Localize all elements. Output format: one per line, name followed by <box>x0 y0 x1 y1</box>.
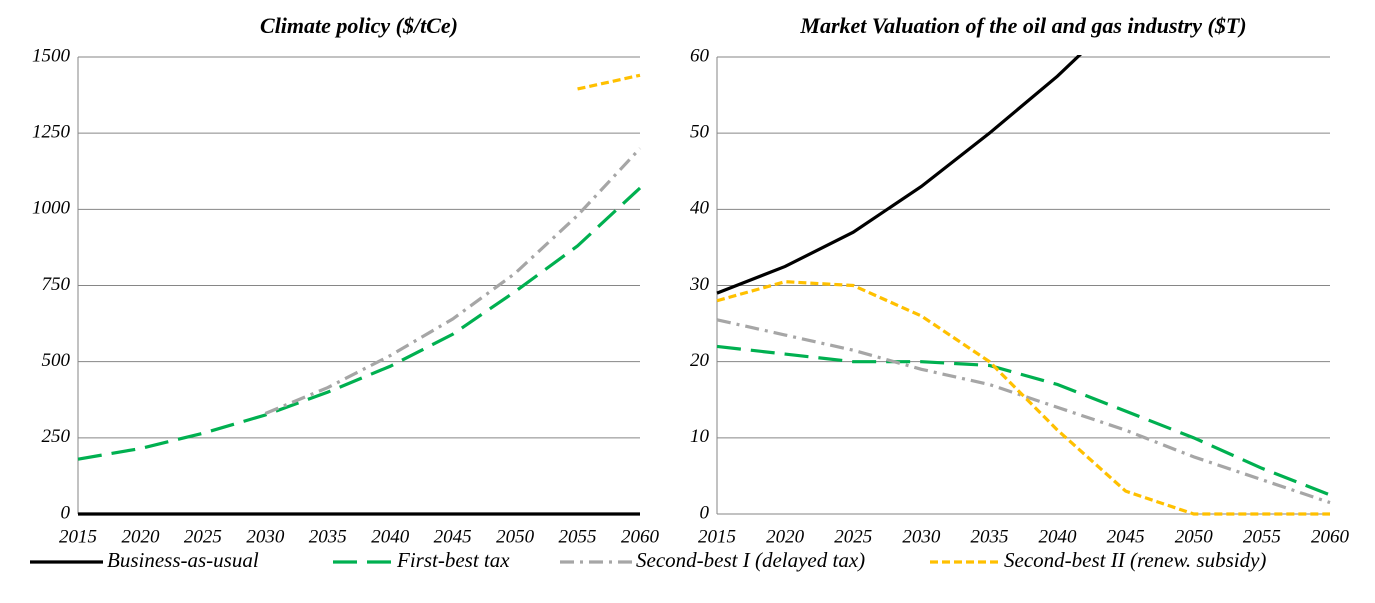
x-tick-label: 2040 <box>371 526 410 547</box>
x-tick-label: 2045 <box>1107 526 1145 547</box>
y-tick-label: 10 <box>690 426 710 447</box>
x-tick-label: 2060 <box>621 526 660 547</box>
legend-label: Second-best I (delayed tax) <box>636 548 865 572</box>
y-tick-label: 750 <box>42 274 71 295</box>
x-tick-label: 2045 <box>434 526 472 547</box>
y-tick-label: 60 <box>690 45 710 66</box>
y-tick-label: 500 <box>42 350 71 371</box>
x-tick-label: 2050 <box>496 526 535 547</box>
series-line <box>716 280 1330 516</box>
series-line <box>716 344 1331 497</box>
y-tick-label: 50 <box>690 122 710 143</box>
series-line <box>77 186 642 461</box>
y-tick-label: 1250 <box>32 122 71 143</box>
x-tick-label: 2035 <box>309 526 347 547</box>
y-tick-label: 1500 <box>32 45 71 66</box>
y-tick-label: 0 <box>700 502 710 523</box>
x-tick-label: 2015 <box>698 526 736 547</box>
series-line <box>577 73 641 91</box>
x-tick-label: 2020 <box>121 526 160 547</box>
x-tick-label: 2015 <box>59 526 97 547</box>
series-line <box>716 55 1083 295</box>
y-tick-label: 250 <box>42 426 71 447</box>
x-tick-label: 2035 <box>970 526 1008 547</box>
x-tick-label: 2025 <box>834 526 872 547</box>
x-tick-label: 2020 <box>766 526 805 547</box>
y-tick-label: 40 <box>690 198 710 219</box>
x-tick-label: 2030 <box>902 526 941 547</box>
y-tick-label: 0 <box>61 502 71 523</box>
x-tick-label: 2030 <box>246 526 285 547</box>
x-tick-label: 2050 <box>1175 526 1214 547</box>
x-tick-label: 2055 <box>559 526 597 547</box>
chart-title: Market Valuation of the oil and gas indu… <box>799 13 1246 38</box>
plot-lines <box>716 55 1331 516</box>
legend-label: First-best tax <box>396 548 510 572</box>
series-line <box>716 318 1331 505</box>
plot-lines <box>77 73 642 516</box>
legend-label: Second-best II (renew. subsidy) <box>1004 548 1266 572</box>
chart-title: Climate policy ($/tCe) <box>260 13 458 38</box>
y-tick-label: 1000 <box>32 198 71 219</box>
y-tick-label: 30 <box>689 274 710 295</box>
x-tick-label: 2040 <box>1039 526 1078 547</box>
y-tick-label: 20 <box>690 350 710 371</box>
x-tick-label: 2055 <box>1243 526 1281 547</box>
x-tick-label: 2060 <box>1311 526 1350 547</box>
legend-label: Business-as-usual <box>107 548 259 572</box>
x-tick-label: 2025 <box>184 526 222 547</box>
series-line <box>264 147 642 415</box>
